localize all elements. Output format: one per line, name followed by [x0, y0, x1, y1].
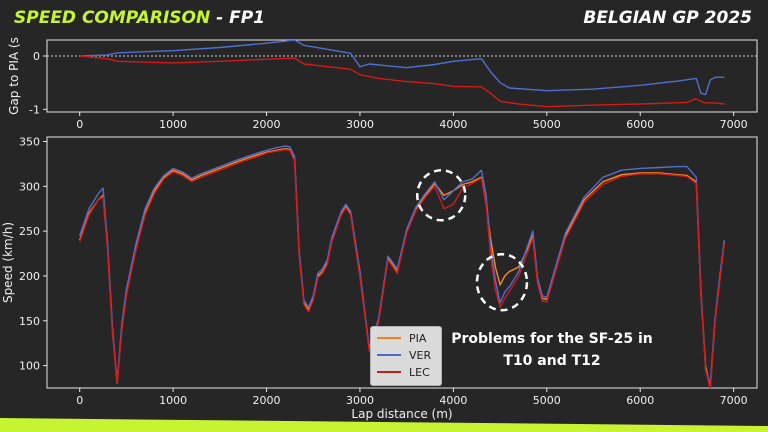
chart-legend: PIA VER LEC	[370, 326, 442, 386]
chart-title-session: - FP1	[210, 8, 265, 28]
legend-swatch-pia	[377, 337, 401, 339]
gap-ylabel: Gap to PIA (s	[7, 37, 21, 115]
speed-ytick-label: 350	[19, 135, 40, 148]
speed-ytick-label: 200	[19, 270, 40, 283]
gap-xtick-label: 1000	[159, 118, 187, 130]
speed-axes-frame	[46, 136, 758, 389]
speed-xtick-label: 1000	[159, 394, 187, 407]
legend-item-ver: VER	[377, 347, 431, 363]
gap-xtick-label: 6000	[626, 118, 654, 130]
speed-ytick-label: 250	[19, 225, 40, 238]
speed-xtick-label: 6000	[626, 394, 654, 407]
gap-xtick-label: 5000	[533, 118, 561, 130]
speed-xtick-label: 4000	[439, 394, 467, 407]
bottom-accent-stripe	[0, 418, 768, 432]
speed-ylabel: Speed (km/h)	[1, 222, 15, 303]
annotation-text: Problems for the SF-25 in T10 and T12	[440, 328, 664, 372]
speed-xlabel: Lap distance (m)	[351, 407, 452, 421]
event-title: BELGIAN GP 2025	[583, 8, 752, 28]
legend-item-lec: LEC	[377, 364, 430, 380]
chart-title: SPEED COMPARISON - FP1	[14, 8, 265, 28]
speed-ytick-label: 100	[19, 360, 40, 373]
speed-ytick-label: 150	[19, 315, 40, 328]
speed-xtick-label: 0	[76, 394, 83, 407]
annotation-line-1: Problems for the SF-25 in	[451, 331, 653, 347]
gap-axes-frame	[46, 39, 758, 113]
legend-label-pia: PIA	[409, 331, 427, 345]
speed-series-lec	[79, 148, 725, 388]
gap-xtick-label: 3000	[346, 118, 374, 130]
chart-title-accent: SPEED COMPARISON	[14, 8, 211, 28]
speed-xtick-label: 3000	[346, 394, 374, 407]
gap-xtick-label: 2000	[253, 118, 281, 130]
legend-label-ver: VER	[409, 348, 432, 362]
problem-zone-highlight-2	[475, 252, 529, 312]
gap-xtick-label: 0	[76, 118, 83, 130]
annotation-line-2: T10 and T12	[503, 353, 601, 369]
legend-swatch-lec	[377, 371, 401, 373]
speed-ytick-label: 300	[19, 180, 40, 193]
gap-series-lec	[79, 55, 725, 108]
problem-zone-highlight-1	[415, 169, 467, 222]
speed-xtick-label: 5000	[533, 394, 561, 407]
gap-ytick-label: -1	[29, 103, 40, 116]
gap-xtick-label: 7000	[720, 118, 748, 130]
legend-label-lec: LEC	[409, 365, 430, 379]
gap-xtick-label: 4000	[439, 118, 467, 130]
legend-swatch-ver	[377, 354, 401, 356]
legend-item-pia: PIA	[377, 330, 426, 346]
gap-ytick-label: 0	[33, 50, 40, 63]
speed-xtick-label: 2000	[253, 394, 281, 407]
gap-series-ver	[79, 40, 725, 96]
speed-xtick-label: 7000	[720, 394, 748, 407]
gap-chart: 0 1000 2000 3000 4000 5000 6000 7000 0 -1 Gap to P…	[7, 37, 758, 130]
